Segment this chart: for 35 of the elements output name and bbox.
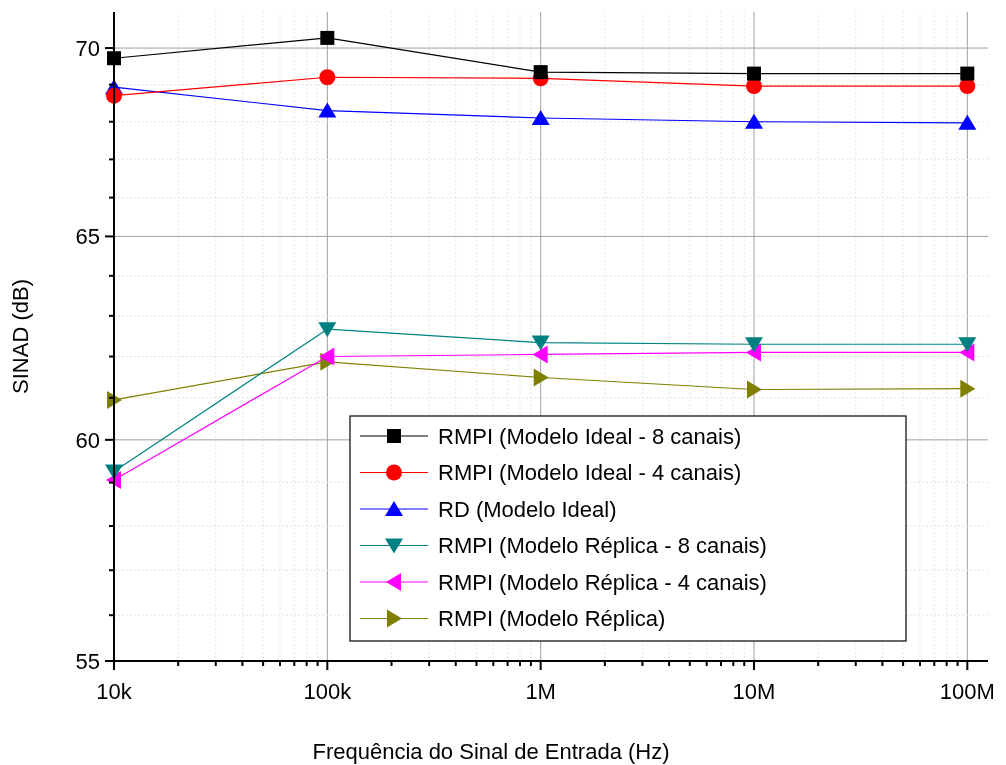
point: [958, 337, 977, 353]
x-tick-label: 100M: [939, 679, 995, 704]
point: [320, 30, 335, 45]
point: [744, 337, 763, 353]
point: [958, 114, 977, 130]
x-tick-label: 10k: [96, 679, 133, 704]
point: [533, 65, 548, 80]
point: [319, 69, 336, 86]
point: [747, 66, 761, 81]
y-tick-label: 65: [75, 224, 100, 250]
point: [960, 66, 975, 81]
x-tick-label: 1M: [525, 679, 556, 704]
y-tick-label: 60: [75, 427, 100, 453]
point: [531, 335, 550, 351]
y-tick-label: 55: [75, 648, 100, 674]
y-axis-title: SINAD (dB): [8, 279, 33, 394]
point: [318, 322, 337, 338]
point: [746, 380, 762, 399]
point: [319, 347, 335, 366]
legend-label: RMPI (Modelo Réplica): [438, 606, 666, 632]
point: [960, 379, 976, 398]
legend-label: RD (Modelo Ideal): [438, 496, 617, 522]
point: [533, 368, 549, 387]
legend-label: RMPI (Modelo Ideal - 4 canais): [438, 460, 742, 486]
x-tick-label: 10M: [732, 679, 776, 704]
point: [532, 345, 548, 364]
x-axis-title: Frequência do Sinal de Entrada (Hz): [312, 739, 670, 764]
legend-label: RMPI (Modelo Réplica - 8 canais): [438, 533, 767, 559]
point: [318, 102, 337, 118]
y-tick-label: 70: [75, 35, 100, 61]
legend-label: RMPI (Modelo Réplica - 4 canais): [438, 569, 767, 595]
point: [531, 109, 550, 125]
point: [744, 113, 763, 129]
legend-label: RMPI (Modelo Ideal - 8 canais): [438, 423, 742, 449]
x-tick-label: 100k: [303, 679, 353, 704]
